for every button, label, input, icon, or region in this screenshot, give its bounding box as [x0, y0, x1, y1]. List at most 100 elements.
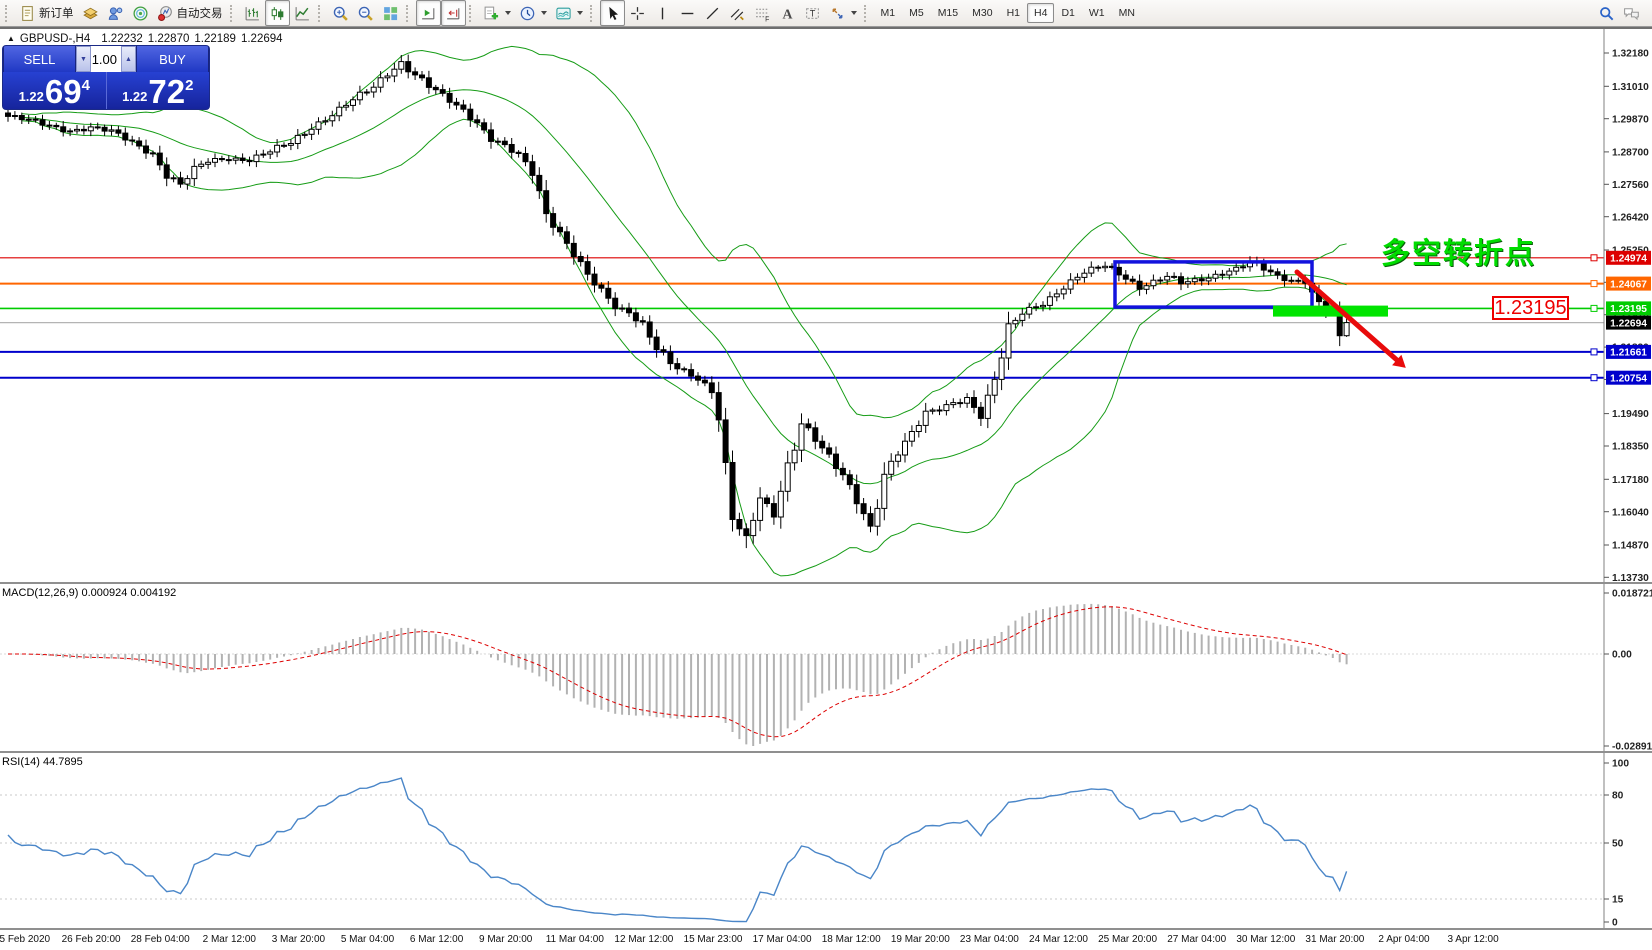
volume-input[interactable]: 1.00: [91, 51, 117, 67]
toolbar-tf-d1-button[interactable]: D1: [1061, 7, 1075, 19]
toolbar-indicators-button[interactable]: [479, 0, 515, 26]
level-anchor-marker[interactable]: [1590, 280, 1598, 288]
svg-text:0: 0: [1612, 918, 1618, 928]
toolbar-tf-h4-button[interactable]: H4: [1027, 3, 1055, 23]
buy-price-major: 1.22: [122, 89, 148, 104]
toolbar-periods-button[interactable]: [515, 0, 551, 26]
buy-price-pips: 72: [148, 73, 186, 109]
toolbar-tf-h1-button[interactable]: H1: [1006, 7, 1020, 19]
toolbar-tf-mn-button[interactable]: MN: [1118, 7, 1135, 19]
toolbar-grip[interactable]: [317, 4, 323, 22]
macd-pane-canvas[interactable]: 0.018721 0.00 -0.028913: [0, 584, 1652, 753]
toolbar-horizontal-line-button[interactable]: [675, 0, 700, 26]
toolbar-grip[interactable]: [229, 4, 235, 22]
svg-text:1.29870: 1.29870: [1612, 114, 1649, 125]
toolbar-tf-m30-button[interactable]: M30: [972, 7, 993, 19]
toolbar-text-button[interactable]: A: [775, 0, 800, 26]
indicators-icon: [483, 5, 500, 22]
buy-price[interactable]: 1.22 72 2: [105, 72, 210, 109]
toolbar-tf-m5-button[interactable]: M5: [909, 7, 924, 19]
svg-text:F: F: [765, 16, 769, 22]
pivot-point-annotation[interactable]: 多空转折点: [1381, 238, 1537, 270]
toolbar-tf-m1-button[interactable]: M1: [880, 7, 896, 19]
pane-separator[interactable]: [0, 751, 1652, 753]
svg-text:1.17180: 1.17180: [1612, 475, 1649, 486]
toolbar-fibonacci-button[interactable]: F: [750, 0, 775, 26]
toolbar-chat-button[interactable]: [1619, 0, 1644, 26]
expand-arrow-icon[interactable]: ▲: [7, 34, 15, 43]
svg-text:1.31010: 1.31010: [1612, 82, 1649, 93]
trend-arrowhead: [1392, 354, 1406, 368]
pane-separator[interactable]: [0, 582, 1652, 584]
toolbar-grip[interactable]: [5, 4, 10, 22]
toolbar-grip[interactable]: [405, 4, 411, 22]
svg-text:1.28700: 1.28700: [1612, 148, 1649, 159]
toolbar-market-watch-button[interactable]: [103, 0, 128, 26]
rsi-pane-canvas[interactable]: 100 80 50 15 0: [0, 753, 1652, 929]
toolbar-candle-chart-button[interactable]: [264, 0, 290, 26]
toolbar-cursor-button[interactable]: [599, 0, 625, 26]
equidistant-channel-icon: [729, 5, 746, 22]
toolbar-community-button[interactable]: [128, 0, 153, 26]
chevron-down-icon[interactable]: [576, 11, 583, 15]
toolbar-templates-button[interactable]: [551, 0, 587, 26]
toolbar-auto-scroll-button[interactable]: [415, 0, 441, 26]
toolbar-grip[interactable]: [863, 4, 869, 22]
toolbar-charts-button[interactable]: [78, 0, 103, 26]
trend-arrow-annotation[interactable]: [1294, 269, 1402, 365]
svg-text:1.14870: 1.14870: [1612, 541, 1649, 552]
toolbar-arrows-button[interactable]: [825, 0, 861, 26]
sell-price-major: 1.22: [18, 89, 44, 104]
volume-down-button[interactable]: ▼: [76, 46, 91, 72]
volume-up-button[interactable]: ▲: [121, 46, 136, 72]
toolbar-grip[interactable]: [589, 4, 595, 22]
toolbar-equidistant-channel-button[interactable]: [725, 0, 750, 26]
toolbar-chart-shift-button[interactable]: [440, 0, 466, 26]
price-callout-annotation[interactable]: 1.23195: [1492, 296, 1569, 320]
toolbar-tile-windows-button[interactable]: [378, 0, 403, 26]
svg-text:0.018721: 0.018721: [1612, 589, 1652, 600]
crosshair-icon: [629, 5, 646, 22]
toolbar-text-label-button[interactable]: T: [800, 0, 825, 26]
macd-signal-line: [8, 606, 1347, 738]
toolbar-auto-trading-button[interactable]: 自动交易: [153, 0, 227, 26]
ohlc-open: 1.22232: [101, 33, 143, 45]
time-axis-label: 11 Mar 04:00: [545, 934, 604, 945]
toolbar-zoom-in-button[interactable]: [328, 0, 353, 26]
time-axis-label: 18 Mar 12:00: [821, 934, 881, 945]
community-icon: [132, 5, 149, 22]
chevron-down-icon[interactable]: [850, 11, 857, 15]
toolbar-zoom-out-button[interactable]: [353, 0, 378, 26]
toolbar-group-chart-type: [227, 0, 315, 26]
toolbar-crosshair-button[interactable]: [625, 0, 650, 26]
svg-text:1.24974: 1.24974: [1610, 254, 1647, 265]
ohlc-low: 1.22189: [194, 33, 236, 45]
toolbar-new-order-button[interactable]: 新订单: [15, 0, 78, 26]
chevron-down-icon[interactable]: [540, 11, 547, 15]
toolbar-line-chart-button[interactable]: [290, 0, 315, 26]
toolbar-bar-chart-button[interactable]: [240, 0, 265, 26]
toolbar-trendline-button[interactable]: [700, 0, 725, 26]
svg-text:0.00: 0.00: [1612, 650, 1632, 661]
sell-price[interactable]: 1.22 69 4: [3, 72, 106, 109]
toolbar-group-right: [1594, 0, 1644, 26]
level-anchor-marker[interactable]: [1590, 254, 1598, 262]
toolbar-tf-m15-button[interactable]: M15: [937, 7, 959, 19]
line-chart-icon: [294, 5, 311, 22]
sell-button[interactable]: SELL: [3, 46, 76, 72]
support-bar-annotation[interactable]: [1273, 305, 1388, 317]
toolbar-tf-w1-button[interactable]: W1: [1088, 7, 1105, 19]
time-axis[interactable]: 25 Feb 2020 26 Feb 20:00 28 Feb 04:00 2 Mar…: [0, 930, 1652, 950]
level-anchor-marker[interactable]: [1590, 374, 1598, 382]
chevron-down-icon[interactable]: [504, 11, 511, 15]
svg-text:-0.028913: -0.028913: [1612, 742, 1652, 751]
toolbar-vertical-line-button[interactable]: [650, 0, 675, 26]
buy-button[interactable]: BUY: [136, 46, 209, 72]
text-label-icon: T: [804, 5, 821, 22]
svg-text:1.27560: 1.27560: [1612, 180, 1649, 191]
toolbar-search-button[interactable]: [1594, 0, 1619, 26]
toolbar-grip[interactable]: [468, 4, 474, 22]
level-anchor-marker[interactable]: [1590, 304, 1598, 312]
price-chart-canvas[interactable]: 1.32180 1.31010 1.29870 1.28700 1.27560 1.264…: [0, 29, 1652, 584]
level-anchor-marker[interactable]: [1590, 348, 1598, 356]
